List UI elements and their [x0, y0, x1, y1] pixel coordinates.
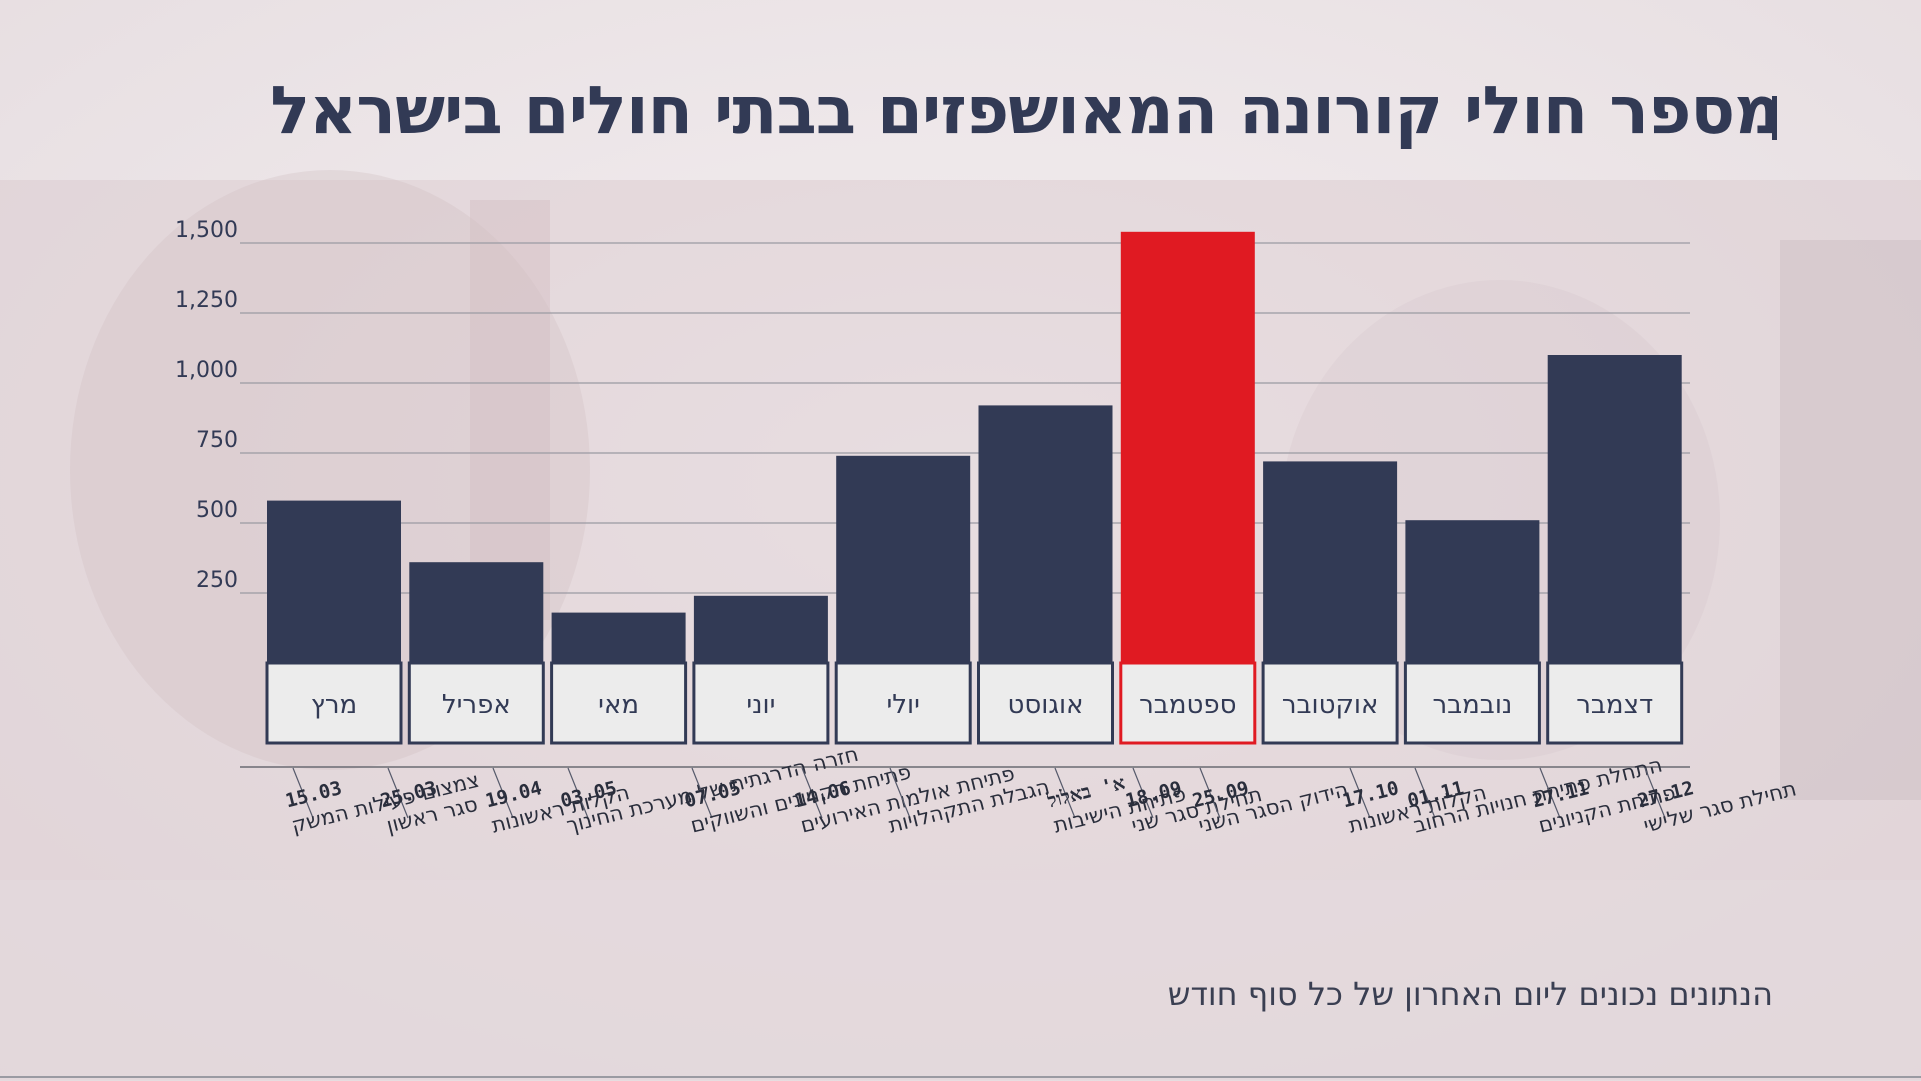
category-label-box [265, 661, 403, 745]
category-label-box [834, 661, 972, 745]
y-tick-label: 1,000 [175, 358, 238, 383]
y-tick-label: 250 [196, 568, 238, 593]
annotation-tick [1054, 767, 1076, 819]
bar [1547, 355, 1682, 663]
category-label: דצמבר [1576, 690, 1653, 720]
annotation-tick [1132, 767, 1154, 819]
category-label: אוגוסט [1008, 690, 1084, 720]
y-tick-label: 500 [196, 498, 238, 523]
bar [267, 500, 401, 663]
category-label: ספטמבר [1139, 690, 1236, 720]
category-label: אפריל [442, 690, 511, 720]
y-tick-label: 750 [196, 428, 238, 453]
annotation-tick [492, 767, 514, 819]
bar [978, 405, 1113, 663]
y-tick-label: 1,500 [175, 218, 238, 243]
annotation-tick [387, 767, 409, 819]
category-label: מרץ [311, 690, 357, 720]
bar [1405, 520, 1540, 663]
category-label-box [1546, 661, 1684, 745]
annotation-tick [1414, 767, 1436, 819]
annotation-tick [1539, 767, 1561, 819]
y-tick-label: 1,250 [175, 288, 238, 313]
category-label-box [550, 661, 688, 745]
category-label: מאי [598, 690, 639, 720]
category-label-box [1119, 661, 1257, 745]
bar [836, 455, 971, 663]
category-label-box [407, 661, 545, 745]
bar [693, 595, 828, 663]
category-label: יוני [746, 690, 775, 720]
annotation-tick [1349, 767, 1371, 819]
annotation-tick [1644, 767, 1666, 819]
annotation-tick [691, 767, 713, 819]
bar [1120, 231, 1255, 664]
category-label: אוקטובר [1282, 690, 1379, 720]
category-label-box [1261, 661, 1399, 745]
bar [1263, 461, 1398, 663]
footnote: הנתונים נכונים ליום האחרון של כל סוף חוד… [1167, 975, 1773, 1013]
chart-title: מספר חולי קורונה המאושפזים בבתי חולים בי… [270, 72, 1782, 149]
title-accent-bar [1772, 96, 1777, 140]
annotation-tick [801, 767, 823, 819]
bar [409, 562, 544, 663]
annotation-tick [292, 767, 314, 819]
category-label: נובמבר [1432, 690, 1512, 720]
annotation-tick [567, 767, 589, 819]
annotation-tick [1199, 767, 1221, 819]
category-label-box [692, 661, 830, 745]
category-label: יולי [886, 690, 920, 720]
bar [551, 612, 686, 663]
category-label-box [1403, 661, 1541, 745]
annotation-tick [889, 767, 911, 819]
category-label-box [977, 661, 1114, 745]
